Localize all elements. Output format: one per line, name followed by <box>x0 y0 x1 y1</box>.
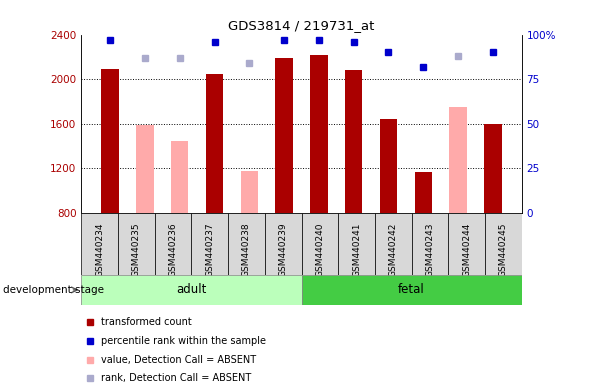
Bar <box>380 119 397 213</box>
Bar <box>171 141 188 213</box>
Title: GDS3814 / 219731_at: GDS3814 / 219731_at <box>229 19 374 32</box>
Text: GSM440244: GSM440244 <box>462 222 471 277</box>
Text: GSM440240: GSM440240 <box>315 222 324 277</box>
Text: GSM440241: GSM440241 <box>352 222 361 277</box>
Bar <box>118 213 155 275</box>
Text: GSM440239: GSM440239 <box>279 222 288 277</box>
Text: percentile rank within the sample: percentile rank within the sample <box>101 336 266 346</box>
Bar <box>448 213 485 275</box>
Bar <box>485 213 522 275</box>
Bar <box>310 55 327 213</box>
Text: rank, Detection Call = ABSENT: rank, Detection Call = ABSENT <box>101 373 251 383</box>
Bar <box>375 213 411 275</box>
Text: value, Detection Call = ABSENT: value, Detection Call = ABSENT <box>101 355 256 365</box>
Bar <box>302 275 522 305</box>
Bar <box>241 171 258 213</box>
Bar <box>302 213 338 275</box>
Bar <box>265 213 302 275</box>
Bar <box>192 213 228 275</box>
Bar <box>345 70 362 213</box>
Bar <box>338 213 375 275</box>
Bar <box>136 125 154 213</box>
Bar <box>206 74 223 213</box>
Bar <box>484 124 502 213</box>
Text: transformed count: transformed count <box>101 317 192 327</box>
Text: GSM440234: GSM440234 <box>95 222 104 277</box>
Bar <box>228 213 265 275</box>
Text: GSM440243: GSM440243 <box>425 222 434 277</box>
Text: GSM440237: GSM440237 <box>205 222 214 277</box>
Text: GSM440235: GSM440235 <box>132 222 141 277</box>
Bar <box>81 275 302 305</box>
Bar <box>411 213 448 275</box>
Text: GSM440245: GSM440245 <box>499 222 508 277</box>
Text: adult: adult <box>176 283 207 296</box>
Text: GSM440242: GSM440242 <box>389 222 398 277</box>
Text: development stage: development stage <box>3 285 104 295</box>
Text: fetal: fetal <box>398 283 425 296</box>
Bar <box>415 172 432 213</box>
Bar <box>276 58 293 213</box>
Text: GSM440238: GSM440238 <box>242 222 251 277</box>
Bar <box>449 107 467 213</box>
Text: GSM440236: GSM440236 <box>169 222 178 277</box>
Bar <box>155 213 192 275</box>
Bar <box>81 213 118 275</box>
Bar <box>101 69 119 213</box>
